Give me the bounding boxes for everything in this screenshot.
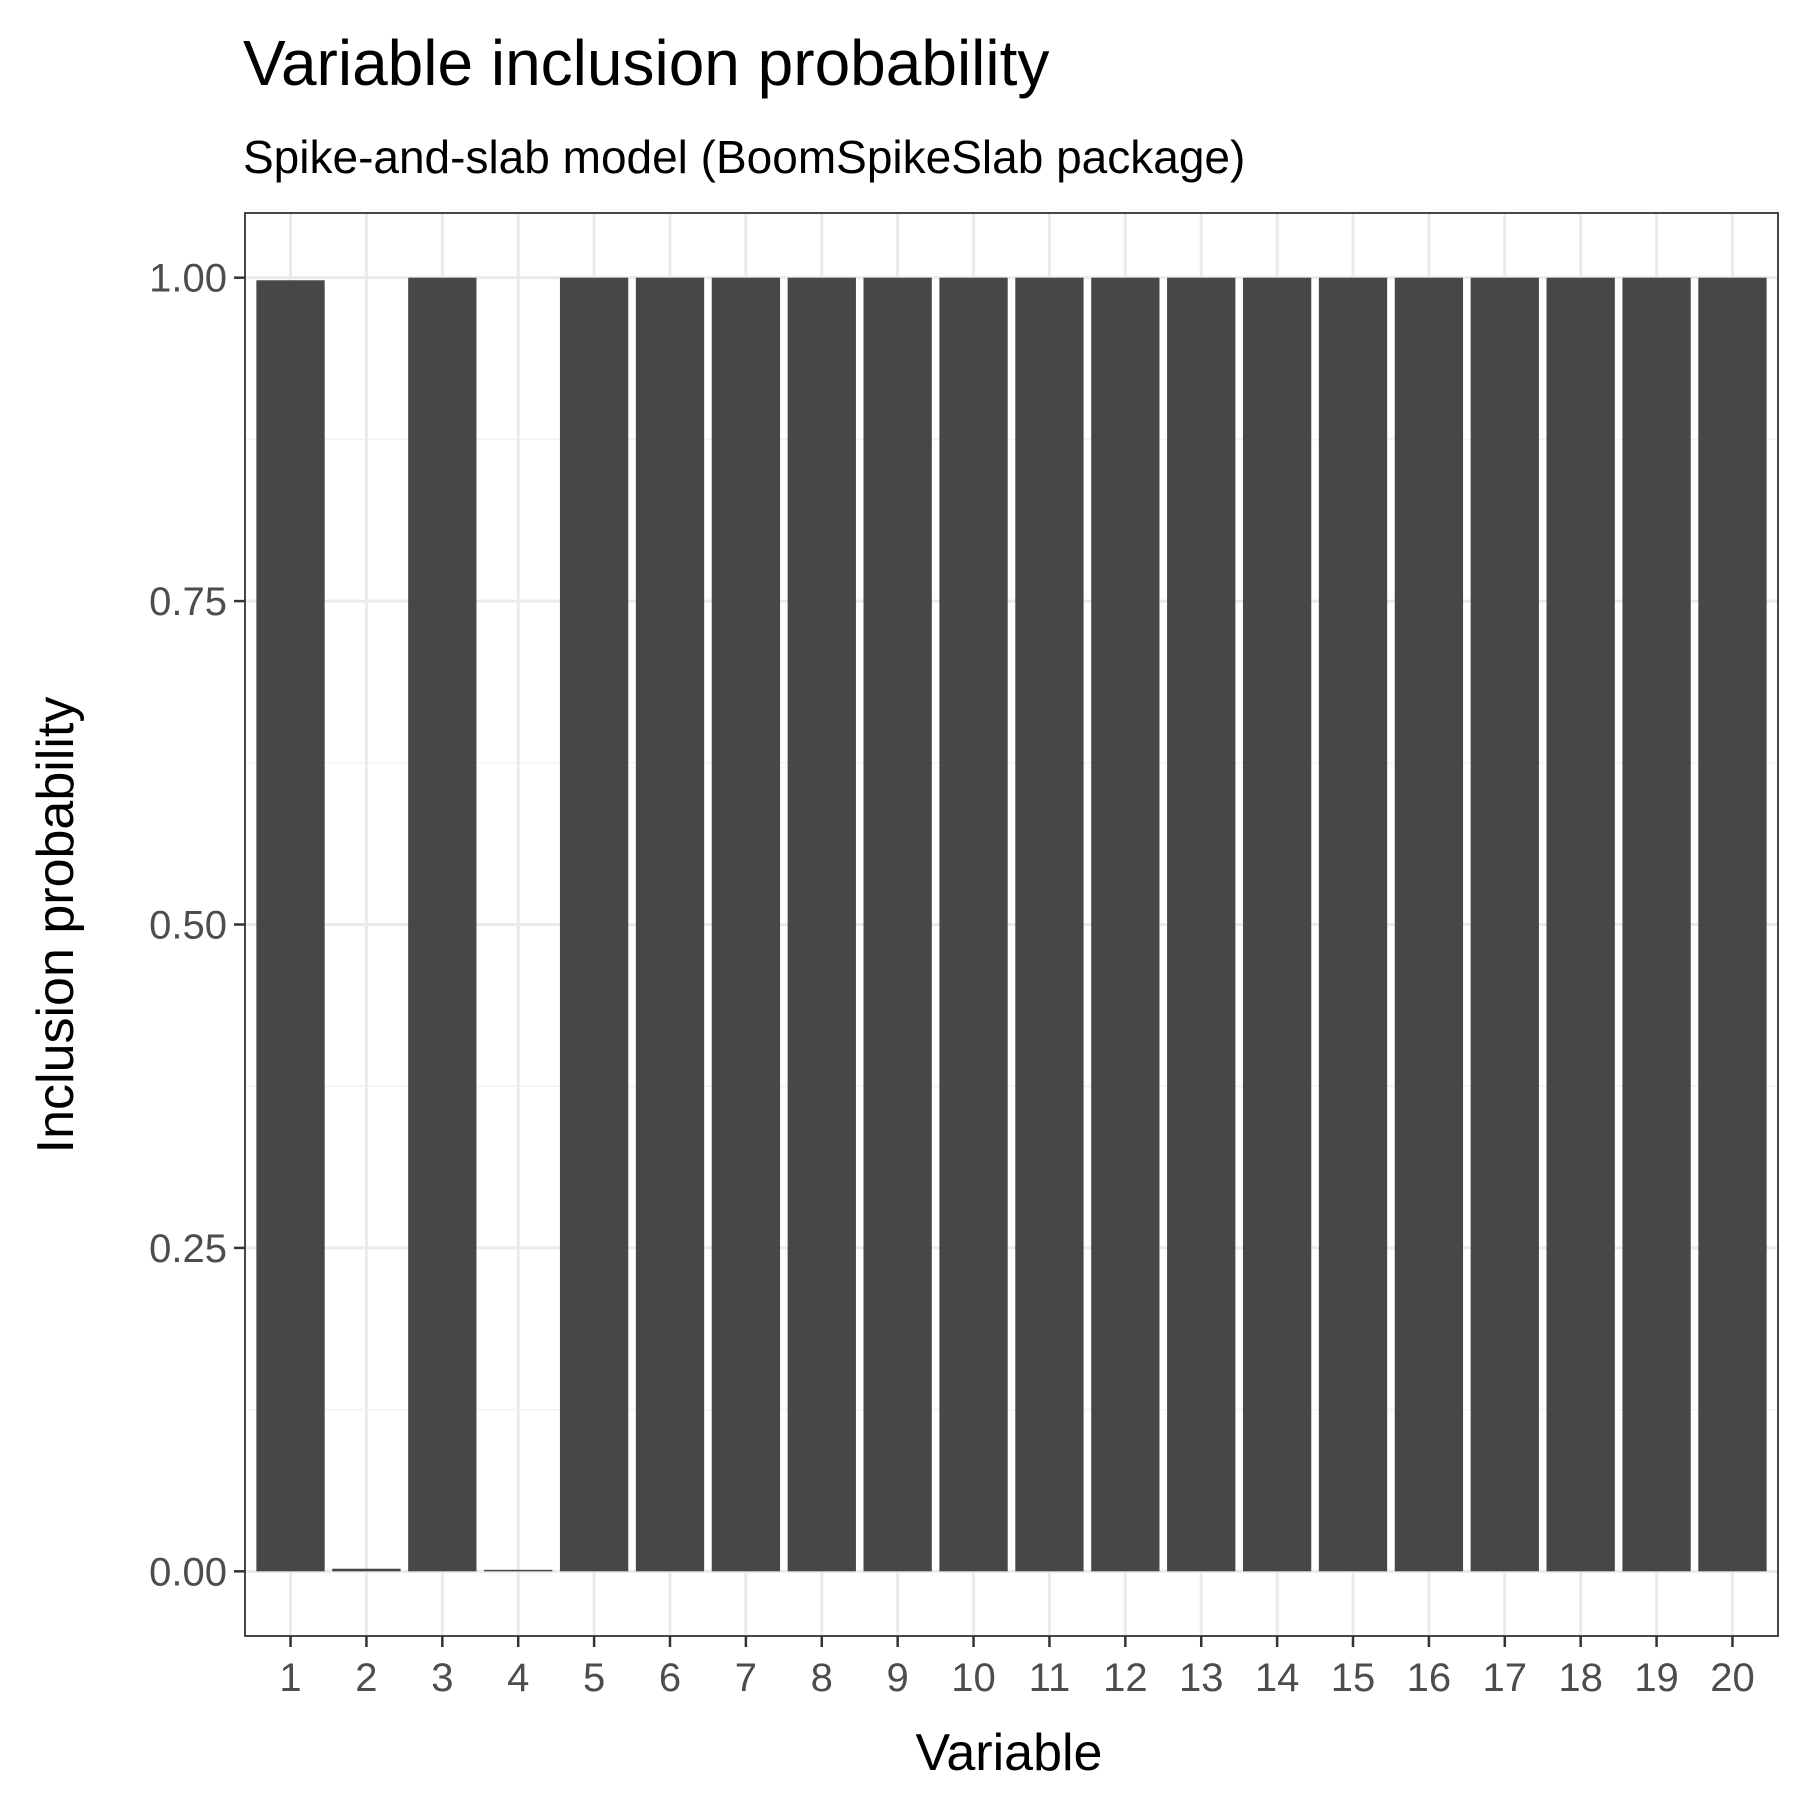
x-tick-label: 19 [1634,1656,1679,1700]
x-axis: 1 2 3 4 5 6 7 8 9 10 11 12 13 14 15 16 17 18 19 20 [279,1636,1755,1700]
x-tick-label: 11 [1029,1656,1071,1700]
x-tick-label: 15 [1331,1656,1376,1700]
bar [1622,277,1691,1572]
x-tick-label: 16 [1407,1656,1452,1700]
x-tick-label: 9 [887,1656,909,1700]
x-tick-label: 20 [1710,1656,1755,1700]
y-tick-label: 0.25 [149,1227,227,1271]
chart-title: Variable inclusion probability [243,27,1049,99]
x-tick-label: 3 [431,1656,453,1700]
bar [1167,277,1236,1572]
y-axis: 0.00 0.25 0.50 0.75 1.00 [149,257,245,1594]
x-tick-label: 5 [583,1656,605,1700]
bar [1015,277,1084,1572]
bar [256,280,325,1572]
x-tick-label: 10 [951,1656,996,1700]
y-tick-label: 1.00 [149,257,227,301]
bar [1318,277,1388,1572]
x-tick-label: 17 [1483,1656,1528,1700]
x-tick-label: 8 [811,1656,833,1700]
bar [711,277,781,1572]
bar [635,277,705,1572]
bar [1091,277,1160,1572]
bar [1470,277,1539,1572]
x-tick-label: 7 [735,1656,757,1700]
x-tick-label: 12 [1103,1656,1148,1700]
x-tick-label: 4 [507,1656,529,1700]
bars [256,277,1767,1572]
x-tick-label: 13 [1179,1656,1224,1700]
bar [1546,277,1615,1572]
x-tick-label: 1 [279,1656,301,1700]
x-tick-label: 6 [659,1656,681,1700]
bar [408,277,477,1572]
bar [484,1569,553,1572]
bar [863,277,932,1572]
y-tick-label: 0.00 [149,1550,227,1594]
bar [1394,277,1464,1572]
chart-subtitle: Spike-and-slab model (BoomSpikeSlab pack… [243,131,1245,183]
y-axis-title: Inclusion probability [27,697,85,1154]
y-tick-label: 0.75 [149,580,227,624]
bar [1698,277,1767,1572]
x-tick-label: 2 [355,1656,377,1700]
x-tick-label: 14 [1255,1656,1300,1700]
bar [787,277,856,1572]
bar [939,277,1008,1572]
y-tick-label: 0.50 [149,904,227,948]
bar [559,277,629,1572]
bar [332,1568,401,1572]
x-tick-label: 18 [1558,1656,1603,1700]
x-axis-title: Variable [916,1724,1103,1782]
bar [1242,277,1312,1572]
